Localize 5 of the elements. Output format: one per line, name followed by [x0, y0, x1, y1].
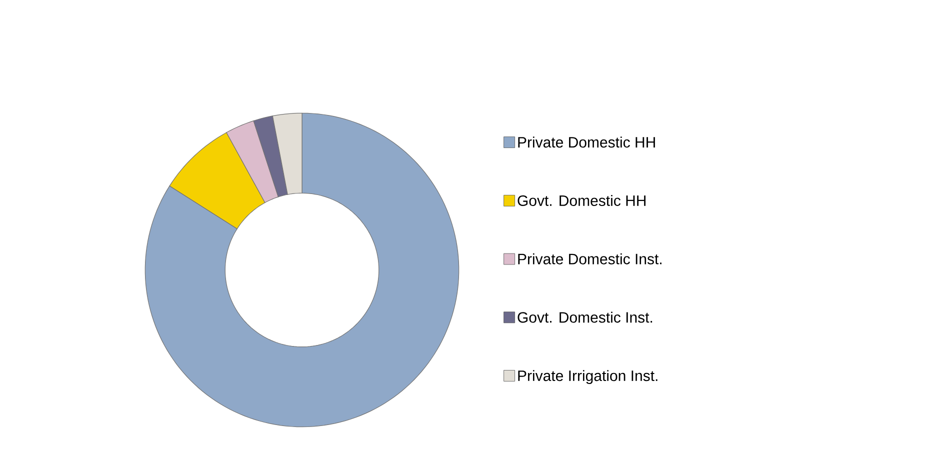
legend-label: Private Domestic HH: [518, 136, 655, 148]
legend-label: Govt. Domestic HH: [518, 194, 646, 206]
legend-label: Govt. Domestic Inst.: [518, 312, 652, 323]
legend-label: Private Domestic Inst.: [518, 253, 662, 264]
legend-label: Private Irrigation Inst.: [518, 370, 658, 384]
